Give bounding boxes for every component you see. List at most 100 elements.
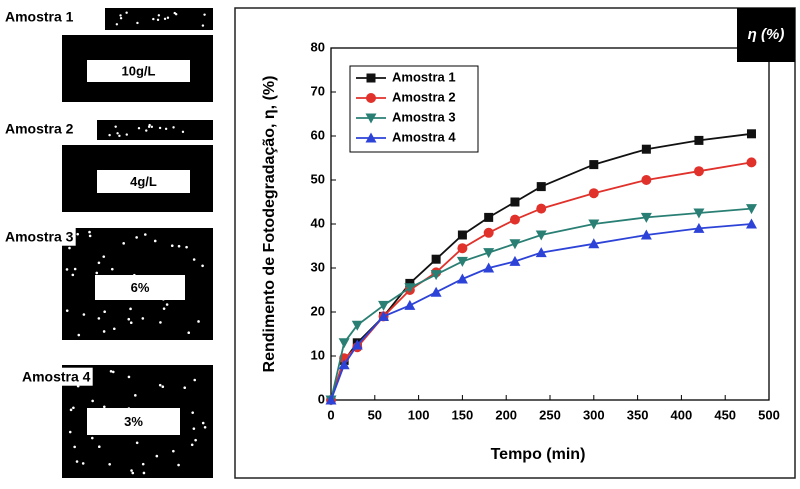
particle <box>158 126 162 130</box>
particle <box>82 313 86 316</box>
marker <box>509 239 521 250</box>
samples: 10g/L Amostra 1 4g/L Amostra 2 6% Amostra 3 3%… <box>3 7 213 478</box>
particle <box>65 309 69 312</box>
particle <box>115 23 119 26</box>
particle <box>194 438 197 442</box>
particle <box>203 425 207 429</box>
particle <box>148 123 151 127</box>
sample-strip <box>97 120 213 140</box>
particle <box>73 267 77 271</box>
particle <box>135 441 139 445</box>
particle <box>125 11 128 14</box>
marker <box>536 203 547 214</box>
particle <box>131 471 135 475</box>
particle <box>129 321 133 325</box>
particle <box>108 463 111 466</box>
label-bg <box>3 119 76 138</box>
marker <box>404 283 416 294</box>
marker <box>430 286 442 297</box>
marker <box>378 310 390 321</box>
particle <box>97 445 101 448</box>
y-tick-label: 60 <box>311 127 325 142</box>
particle <box>187 331 191 335</box>
particle <box>166 16 170 19</box>
marker <box>693 208 705 219</box>
particle <box>72 406 75 410</box>
particle <box>165 303 169 306</box>
particle <box>161 385 165 389</box>
particle <box>108 133 111 137</box>
y-tick-label: 20 <box>311 303 325 318</box>
legend-label: Amostra 3 <box>392 109 456 124</box>
particle <box>156 18 160 22</box>
particle <box>134 394 137 397</box>
particle <box>201 24 205 27</box>
sample-tag-text: 4g/L <box>130 174 157 189</box>
marker <box>588 219 600 230</box>
legend-label: Amostra 2 <box>392 89 456 104</box>
y-axis-label: Rendimento de Fotodegradação, η, (%) <box>261 76 278 373</box>
marker <box>693 166 704 177</box>
particle <box>102 255 106 258</box>
x-tick-label: 150 <box>452 407 474 422</box>
x-tick-label: 250 <box>539 407 561 422</box>
particle <box>181 130 185 134</box>
particle <box>76 232 79 236</box>
particle <box>125 133 128 136</box>
particle <box>135 236 138 239</box>
marker <box>484 212 494 222</box>
sample-tag <box>87 408 180 435</box>
marker <box>365 132 377 143</box>
particle <box>81 462 85 465</box>
particle <box>69 408 73 412</box>
particle <box>111 370 115 374</box>
particle <box>68 246 71 250</box>
sample-tag <box>95 275 185 300</box>
marker <box>457 230 467 240</box>
marker <box>536 182 546 192</box>
x-tick-label: 350 <box>627 407 649 422</box>
sample-tag <box>97 170 190 193</box>
particle <box>201 264 204 268</box>
particle <box>102 330 106 333</box>
x-tick-label: 300 <box>583 407 605 422</box>
y-tick-label: 50 <box>311 171 325 186</box>
sample-label: Amostra 4 <box>22 369 91 385</box>
x-tick-label: 50 <box>368 407 382 422</box>
particle <box>127 375 131 379</box>
sample-label: Amostra 1 <box>5 9 74 25</box>
marker <box>588 188 599 199</box>
y-tick-label: 80 <box>311 39 325 54</box>
particle <box>129 307 132 311</box>
marker <box>745 218 757 229</box>
particle <box>88 230 91 234</box>
marker <box>588 238 600 249</box>
particle <box>174 13 178 16</box>
marker <box>404 299 416 310</box>
legend-label: Amostra 4 <box>392 129 456 144</box>
particle <box>136 21 139 25</box>
particle <box>152 17 155 21</box>
sample-strip <box>105 8 213 30</box>
sample-tag-text: 3% <box>124 414 143 429</box>
marker <box>378 300 390 311</box>
y-tick-label: 40 <box>311 215 325 230</box>
marker <box>510 197 520 207</box>
line <box>330 161 752 401</box>
chart-frame <box>234 7 796 479</box>
label-bg <box>3 227 76 246</box>
particle <box>97 261 101 265</box>
marker <box>640 229 652 240</box>
particle <box>157 14 161 17</box>
marker <box>535 230 547 241</box>
particle <box>177 244 181 248</box>
particle <box>119 14 122 17</box>
particle <box>77 333 81 337</box>
label-bg <box>20 367 93 386</box>
marker <box>351 320 363 331</box>
marker <box>431 254 441 264</box>
particle <box>141 462 145 466</box>
x-tick-label: 200 <box>495 407 517 422</box>
marker <box>640 212 652 223</box>
